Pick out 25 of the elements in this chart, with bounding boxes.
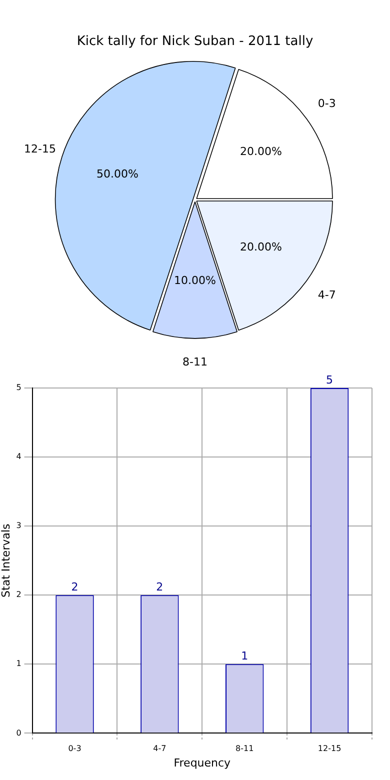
data-label: 2 <box>71 580 78 594</box>
slice-label: 8-11 <box>182 356 208 369</box>
x-tick-label: 12-15 <box>318 744 342 754</box>
data-label: 2 <box>156 580 164 594</box>
slice-label: 0-3 <box>318 96 336 110</box>
data-label: 5 <box>326 373 334 386</box>
y-tick-label: 5 <box>16 383 22 392</box>
y-axis-title: Stat Intervals <box>0 523 12 598</box>
x-tick-label: 8-11 <box>236 744 254 754</box>
data-label: 20.00% <box>240 240 282 254</box>
data-label: 20.00% <box>240 144 282 158</box>
x-tick-label: 4-7 <box>153 744 166 754</box>
y-tick-label: 1 <box>16 659 22 668</box>
data-label: 1 <box>241 650 248 663</box>
slice-label: 4-7 <box>318 288 336 302</box>
x-tick-label: 0-3 <box>68 744 82 754</box>
y-tick-label: 4 <box>16 452 22 462</box>
y-tick-label: 3 <box>16 521 22 530</box>
data-label: 50.00% <box>96 167 138 180</box>
slice-label: 12-15 <box>24 142 56 156</box>
y-tick-label: 0 <box>16 728 22 738</box>
y-tick-label: 2 <box>16 590 22 600</box>
data-label: 10.00% <box>174 274 216 288</box>
chart-title: Kick tally for Nick Suban - 2011 tally <box>76 34 314 50</box>
x-axis-title: Frequency <box>174 756 232 770</box>
